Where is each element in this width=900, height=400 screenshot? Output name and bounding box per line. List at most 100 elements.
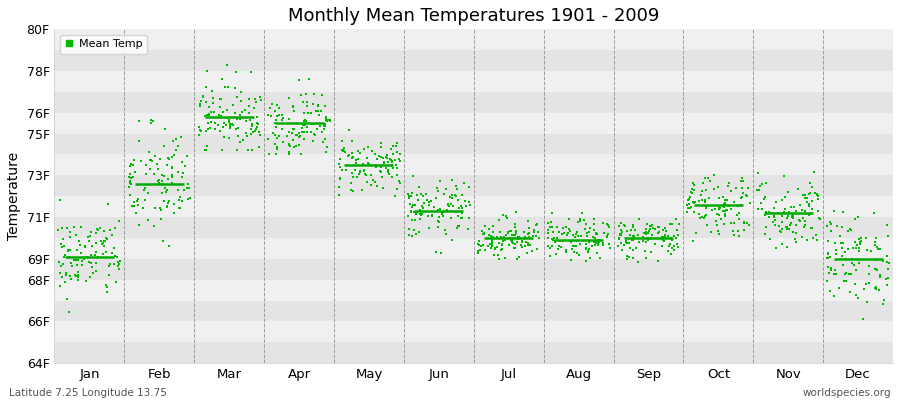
Point xyxy=(249,126,264,132)
Point xyxy=(521,218,535,225)
Point xyxy=(417,200,431,206)
Point xyxy=(783,222,797,228)
Point xyxy=(648,241,662,247)
Point xyxy=(698,205,713,212)
Point xyxy=(367,179,382,185)
Point xyxy=(544,219,559,225)
Point xyxy=(374,154,388,160)
Point xyxy=(414,212,428,218)
Point xyxy=(360,155,374,161)
Point xyxy=(389,142,403,149)
Point xyxy=(449,192,464,199)
Point xyxy=(143,119,157,126)
Point xyxy=(450,213,464,220)
Point xyxy=(62,246,77,253)
Point xyxy=(812,215,826,221)
Point xyxy=(688,199,702,205)
Point xyxy=(614,231,628,237)
Point xyxy=(315,92,329,98)
Point xyxy=(388,157,402,163)
Point xyxy=(122,184,136,190)
Point xyxy=(583,224,598,231)
Point xyxy=(158,126,172,132)
Point xyxy=(226,122,240,128)
Point xyxy=(130,202,145,208)
Point xyxy=(615,229,629,236)
Point xyxy=(372,153,386,160)
Point xyxy=(854,234,868,241)
Point xyxy=(709,218,724,224)
Point xyxy=(737,218,751,225)
Point xyxy=(730,203,744,209)
Point xyxy=(445,195,459,202)
Point xyxy=(253,94,267,100)
Point xyxy=(284,130,299,136)
Point xyxy=(268,124,283,130)
Point xyxy=(194,98,208,104)
Point xyxy=(103,261,117,268)
Point xyxy=(639,226,653,232)
Point xyxy=(162,242,176,249)
Point xyxy=(555,231,570,237)
Point xyxy=(57,242,71,249)
Point xyxy=(795,207,809,214)
Point xyxy=(823,254,837,260)
Point xyxy=(294,151,309,158)
Point xyxy=(664,234,679,241)
Point xyxy=(112,218,126,224)
Point xyxy=(353,169,367,175)
Point xyxy=(452,204,466,211)
Point xyxy=(860,281,874,287)
Point xyxy=(146,118,160,124)
Point xyxy=(820,223,834,230)
Point xyxy=(107,261,122,268)
Point xyxy=(173,204,187,211)
Point xyxy=(541,230,555,236)
Point xyxy=(873,246,887,252)
Point xyxy=(736,178,751,184)
Point xyxy=(601,222,616,228)
Point xyxy=(853,240,868,247)
Point xyxy=(289,120,303,126)
Point xyxy=(315,129,329,136)
Point xyxy=(67,256,81,263)
Point xyxy=(404,208,419,215)
Point xyxy=(285,104,300,110)
Point xyxy=(720,206,734,213)
Point xyxy=(797,208,812,214)
Point xyxy=(789,230,804,236)
Point xyxy=(248,99,263,105)
Point xyxy=(381,159,395,165)
Point xyxy=(626,233,640,239)
Point xyxy=(753,200,768,206)
Point xyxy=(504,237,518,244)
Point xyxy=(265,101,279,107)
Point xyxy=(622,240,636,246)
Point xyxy=(711,228,725,234)
Point xyxy=(768,217,782,223)
Point xyxy=(176,159,190,165)
Point xyxy=(778,206,792,212)
Point xyxy=(518,234,533,240)
Point xyxy=(515,238,529,244)
Point xyxy=(153,181,167,188)
Point xyxy=(416,193,430,200)
Point xyxy=(525,248,539,254)
Point xyxy=(157,197,171,204)
Point xyxy=(381,167,395,174)
Point xyxy=(857,285,871,292)
Point xyxy=(366,177,381,184)
Point xyxy=(581,248,596,255)
Point xyxy=(165,163,179,170)
Point xyxy=(766,218,780,225)
Point xyxy=(376,185,391,191)
Point xyxy=(156,238,170,244)
Point xyxy=(95,250,110,257)
Point xyxy=(577,217,591,224)
Point xyxy=(870,266,885,273)
Point xyxy=(820,278,834,284)
Point xyxy=(483,245,498,251)
Point xyxy=(589,240,603,246)
Point xyxy=(108,225,122,231)
Point xyxy=(166,152,181,158)
